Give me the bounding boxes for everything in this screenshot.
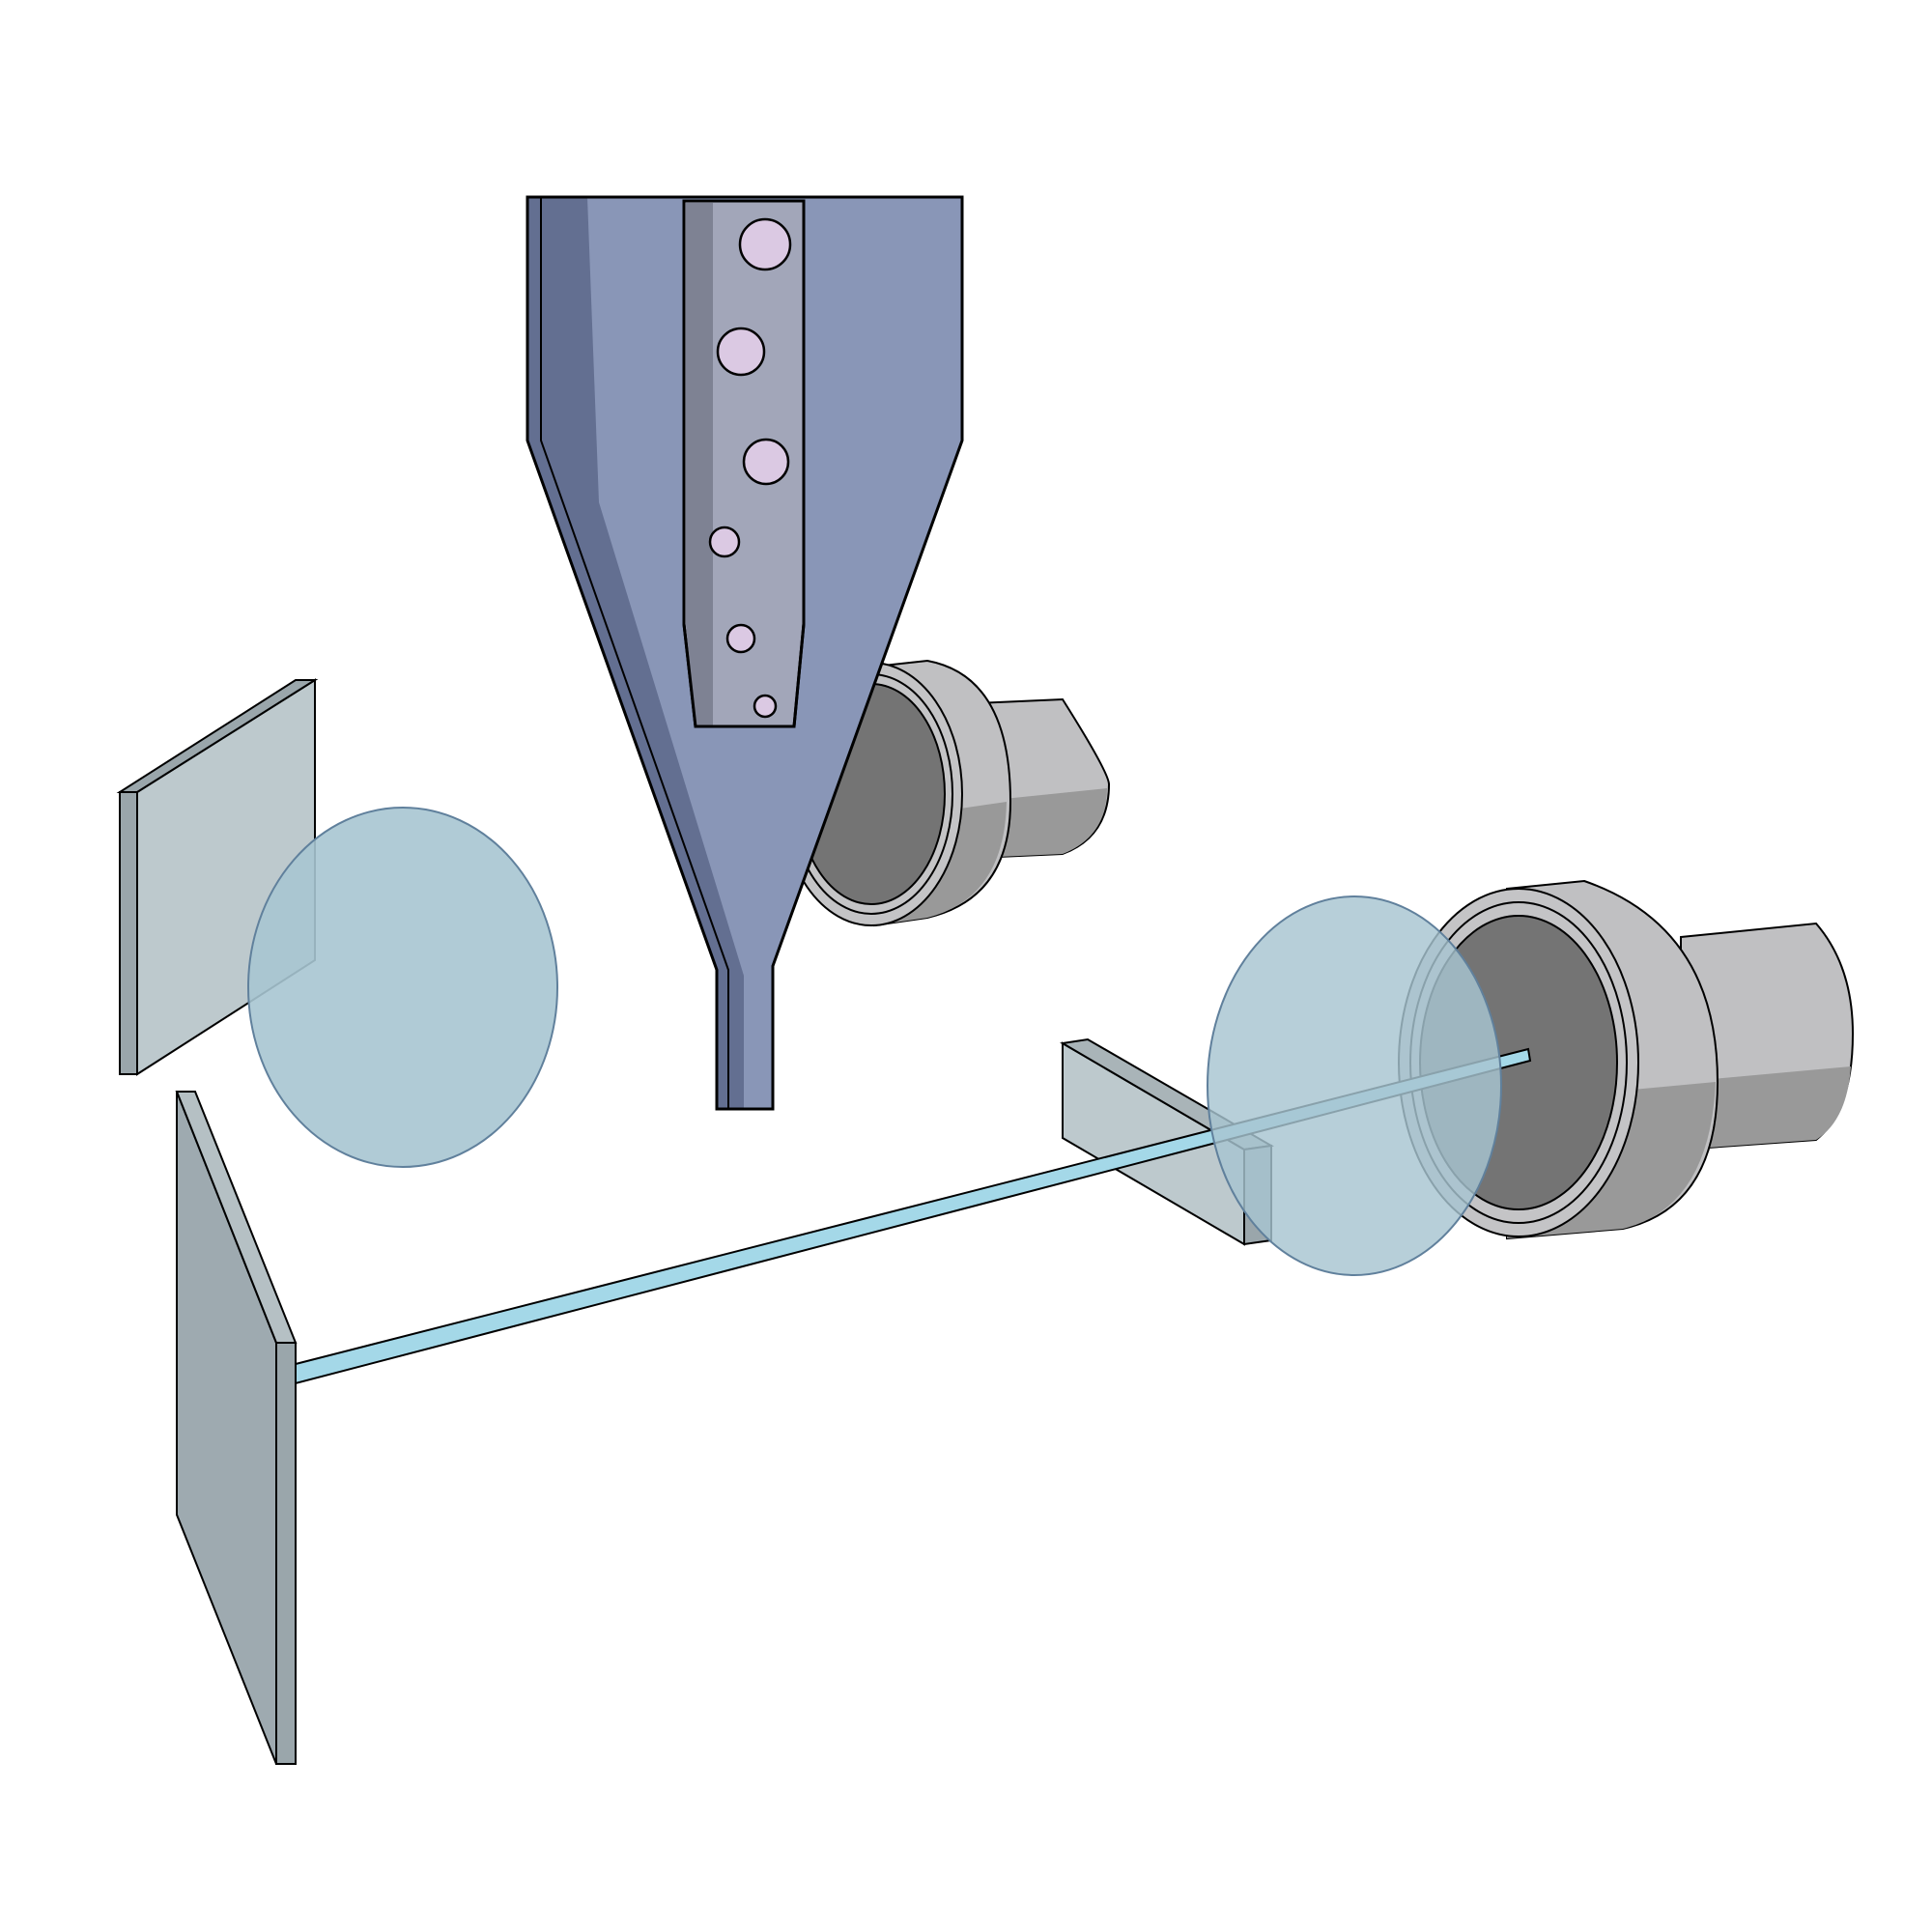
nozzle-outline [526,195,964,1111]
particle [725,623,756,654]
lower-left-mirror [175,1091,298,1765]
particle [742,438,790,486]
particle [753,694,778,719]
nozzle-channel-outline [682,199,806,728]
nozzle-channel-shadow [686,203,713,726]
upper-left-plate-edge [119,791,138,1075]
right-objective-barrel-shade [1681,1066,1851,1150]
particle [716,327,766,377]
upper-objective [780,659,1111,927]
nozzle [526,195,964,1111]
particle [708,526,741,558]
right-lens [1207,895,1502,1276]
particle [738,217,792,271]
lower-left-mirror-edge [275,1342,297,1765]
nozzle-edge-line [540,197,729,1109]
left-lens [247,807,558,1168]
